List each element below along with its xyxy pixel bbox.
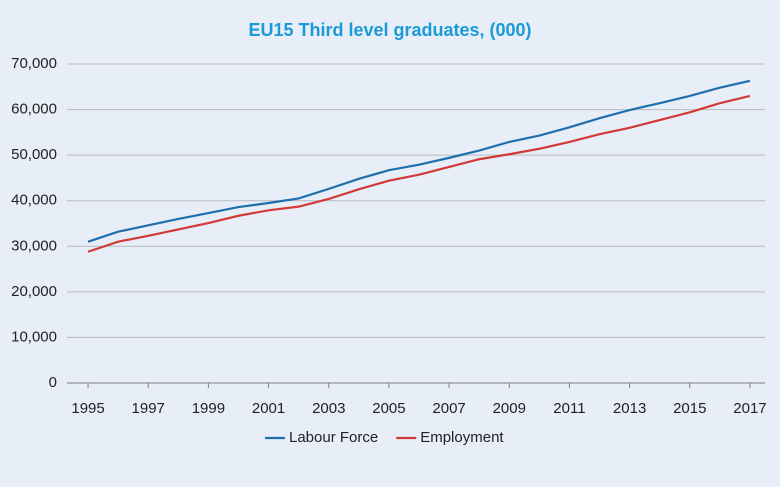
- series-line: [87, 79, 751, 243]
- x-tick-label: 2011: [553, 400, 585, 417]
- chart-title: EU15 Third level graduates, (000): [248, 20, 531, 40]
- y-tick-label: 30,000: [11, 237, 57, 254]
- x-tick-label: 2005: [372, 400, 405, 417]
- x-tick-label: 1997: [132, 400, 165, 417]
- x-tick-label: 2007: [432, 400, 465, 417]
- y-tick-label: 60,000: [11, 101, 57, 118]
- y-tick-label: 70,000: [11, 55, 57, 72]
- x-tick-label: 2001: [252, 400, 285, 417]
- y-tick-label: 0: [49, 374, 57, 391]
- x-tick-label: 1995: [71, 400, 104, 417]
- y-tick-label: 20,000: [11, 283, 57, 300]
- legend-label: Employment: [420, 429, 504, 446]
- x-tick-label: 2003: [312, 400, 345, 417]
- y-tick-label: 10,000: [11, 328, 57, 345]
- x-tick-label: 1999: [192, 400, 225, 417]
- y-tick-label: 50,000: [11, 146, 57, 163]
- x-tick-label: 2013: [613, 400, 646, 417]
- x-tick-label: 2015: [673, 400, 706, 417]
- legend-label: Labour Force: [289, 429, 378, 446]
- x-tick-label: 2009: [493, 400, 526, 417]
- x-tick-label: 2017: [733, 400, 766, 417]
- y-tick-label: 40,000: [11, 192, 57, 209]
- series-line: [87, 94, 751, 253]
